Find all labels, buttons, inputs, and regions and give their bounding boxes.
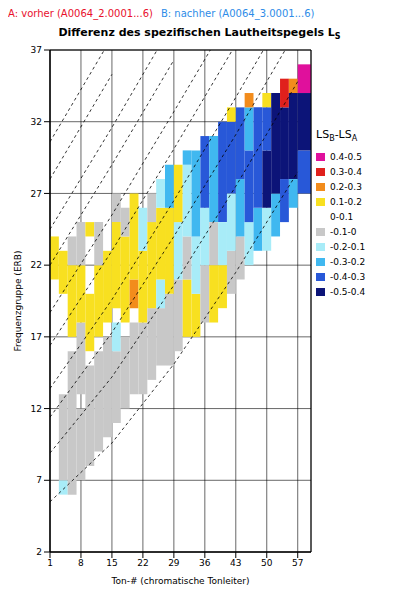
svg-text:7: 7 (36, 475, 42, 485)
html-text:-0.4-0.3: -0.4-0.3 (330, 271, 366, 282)
html-text:-0.1-0: -0.1-0 (330, 226, 357, 237)
svg-text:29: 29 (168, 558, 180, 568)
html-text:B: nachher (A0064_3.0001...6): B: nachher (A0064_3.0001...6) (161, 8, 315, 19)
html-text:-0.5-0.4: -0.5-0.4 (330, 286, 366, 297)
svg-text:Frequenzgruppe (ERB): Frequenzgruppe (ERB) (13, 250, 23, 351)
html-text:LSB-LSA: LSB-LSA (316, 128, 358, 144)
html-text:0.3-0.4: 0.3-0.4 (330, 166, 362, 177)
svg-text:17: 17 (31, 332, 42, 342)
svg-text:43: 43 (230, 558, 241, 568)
html-text:Differenz des spezifischen Lau: Differenz des spezifischen Lautheitspege… (58, 26, 341, 42)
svg-text:8: 8 (78, 558, 84, 568)
html-text:0.1-0.2: 0.1-0.2 (330, 196, 362, 207)
svg-text:Ton-# (chromatische Tonleiter): Ton-# (chromatische Tonleiter) (110, 576, 249, 586)
svg-text:50: 50 (261, 558, 273, 568)
html-text:0.2-0.3: 0.2-0.3 (330, 181, 362, 192)
html-text:0-0.1: 0-0.1 (330, 211, 354, 222)
svg-text:2: 2 (36, 547, 42, 557)
svg-text:36: 36 (199, 558, 211, 568)
svg-text:1: 1 (47, 558, 53, 568)
html-text:0.4-0.5: 0.4-0.5 (330, 151, 362, 162)
html-text:-0.2-0.1: -0.2-0.1 (330, 241, 366, 252)
svg-text:57: 57 (292, 558, 303, 568)
svg-text:27: 27 (31, 189, 42, 199)
svg-text:22: 22 (137, 558, 148, 568)
html-text:-0.3-0.2: -0.3-0.2 (330, 256, 366, 267)
svg-text:15: 15 (106, 558, 117, 568)
svg-text:12: 12 (31, 404, 42, 414)
svg-text:22: 22 (31, 260, 42, 270)
svg-text:32: 32 (31, 117, 42, 127)
svg-text:37: 37 (31, 45, 42, 55)
html-text:A: vorher (A0064_2.0001...6): A: vorher (A0064_2.0001...6) (8, 8, 153, 19)
